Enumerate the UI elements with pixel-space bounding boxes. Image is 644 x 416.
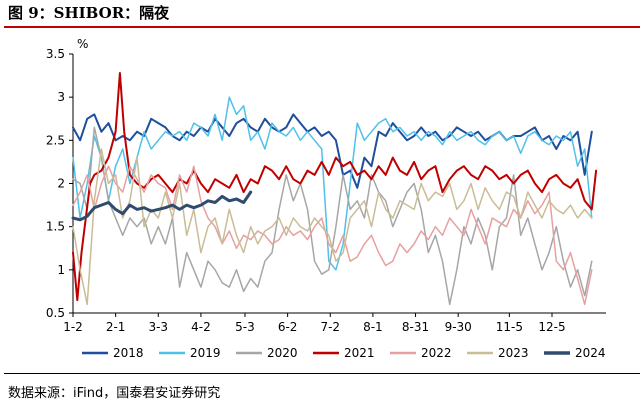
series-layer [71, 72, 598, 306]
x-tick-label: 9-30 [445, 320, 472, 334]
legend-label-2024: 2024 [575, 346, 606, 360]
series-line-2021 [72, 72, 598, 302]
series-line-2023 [72, 148, 593, 306]
series-line-2019 [72, 96, 593, 271]
legend-label-2020: 2020 [267, 346, 298, 360]
series-line-2024 [71, 190, 253, 222]
legend-label-2021: 2021 [344, 346, 375, 360]
legend-label-2018: 2018 [113, 346, 144, 360]
y-tick-label: 1.5 [46, 220, 65, 234]
legend-label-2022: 2022 [421, 346, 452, 360]
series-line-2020 [72, 126, 593, 306]
legend: 2018 2019 2020 2021 2022 2023 2024 [82, 346, 606, 360]
x-tick-label: 6-2 [278, 320, 298, 334]
y-tick-label: 3.5 [46, 47, 65, 61]
y-tick-label: 2 [57, 177, 65, 191]
x-tick-label: 12-5 [538, 320, 565, 334]
footer-divider [4, 373, 640, 374]
axes: 0.5 1 1.5 2 2.5 3 3.5% 1-2 2-1 3-3 4-2 5-3 6-2 7-2 8-1… [46, 37, 606, 334]
x-tick-label: 7-2 [320, 320, 340, 334]
series-line-2022 [72, 165, 593, 306]
y-axis-unit: % [77, 37, 88, 51]
x-tick-label: 8-31 [402, 320, 429, 334]
x-tick-label: 4-2 [191, 320, 211, 334]
y-tick-label: 1 [57, 263, 65, 277]
y-tick-label: 2.5 [46, 133, 65, 147]
x-tick-label: 2-1 [106, 320, 126, 334]
x-tick-label: 11-5 [496, 320, 523, 334]
legend-label-2023: 2023 [498, 346, 529, 360]
x-tick-label: 8-1 [363, 320, 383, 334]
x-tick-label: 5-3 [235, 320, 255, 334]
y-tick-label: 0.5 [46, 306, 65, 320]
shibor-chart: 0.5 1 1.5 2 2.5 3 3.5% 1-2 2-1 3-3 4-2 5-3 6-2 7-2 8-1… [46, 37, 606, 360]
title-divider [4, 26, 640, 28]
x-tick-label: 1-2 [63, 320, 83, 334]
y-tick-label: 3 [57, 90, 65, 104]
legend-label-2019: 2019 [190, 346, 221, 360]
x-tick-label: 3-3 [148, 320, 168, 334]
data-source-note: 数据来源：iFind，国泰君安证券研究 [8, 386, 221, 401]
figure-title: 图 9：SHIBOR：隔夜 [8, 4, 170, 22]
